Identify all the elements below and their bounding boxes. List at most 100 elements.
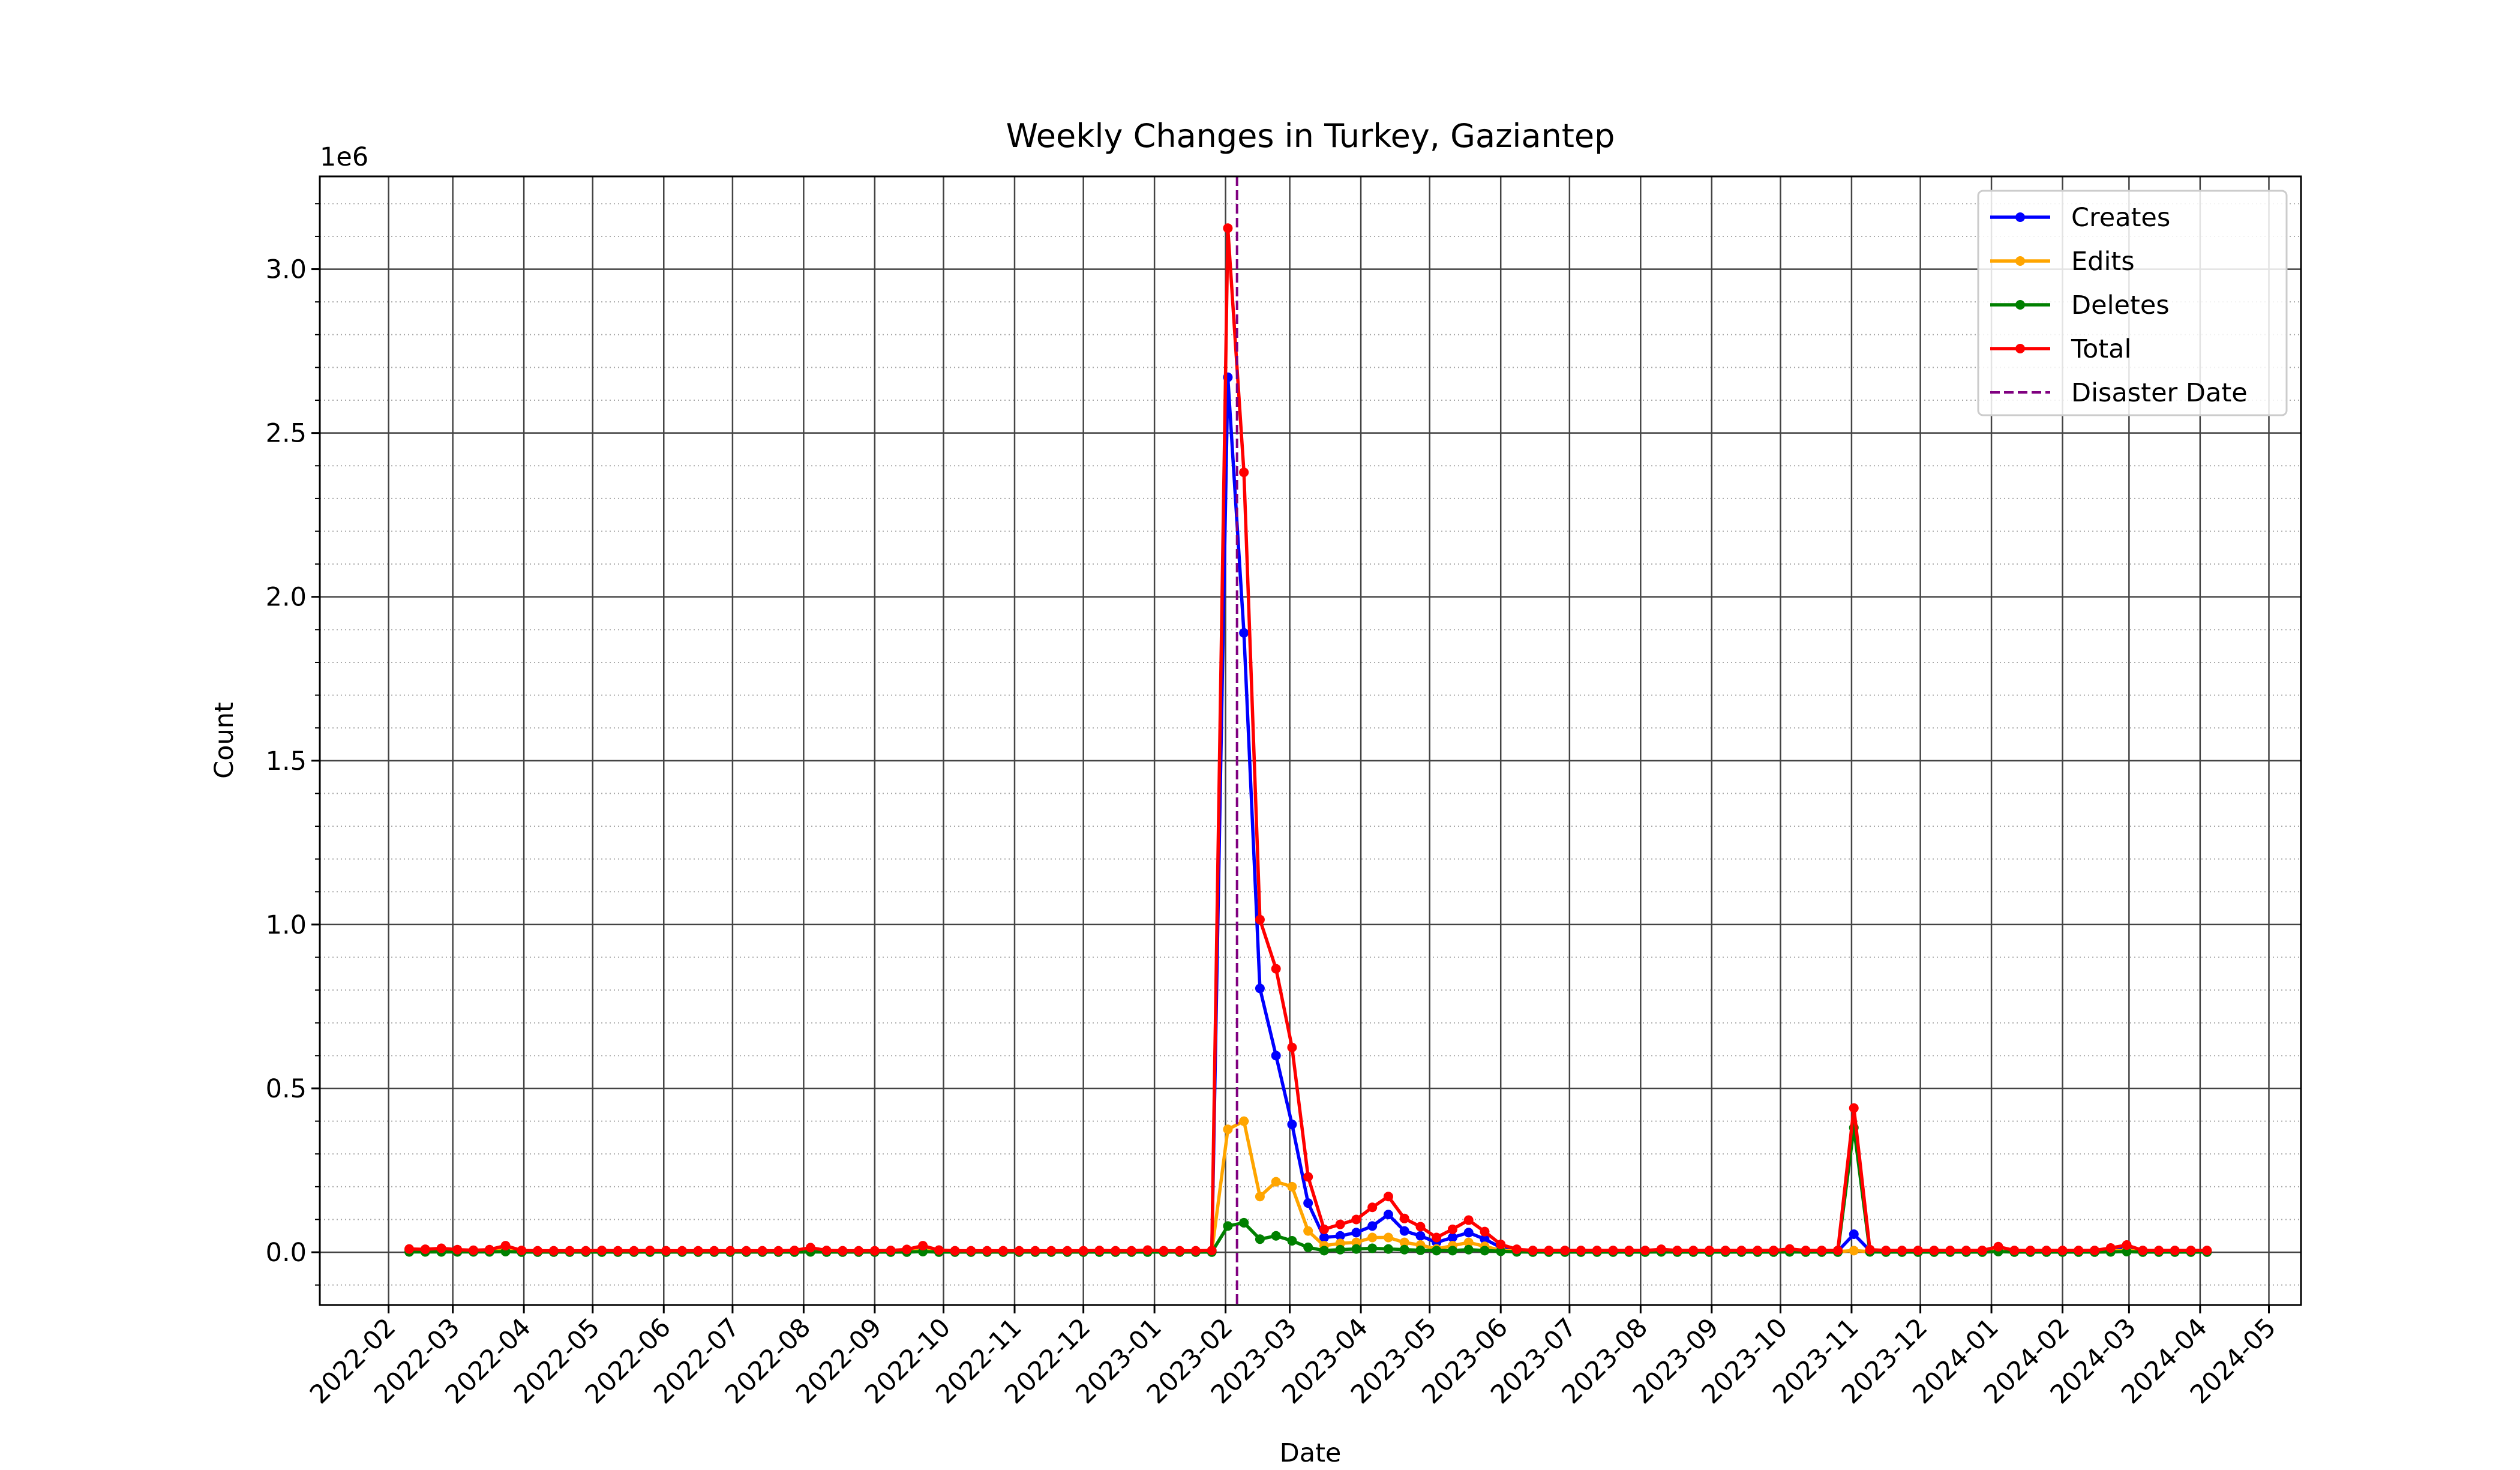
data-point: [998, 1246, 1008, 1256]
data-point: [1223, 1221, 1233, 1231]
data-point: [597, 1246, 607, 1256]
data-point: [1190, 1246, 1201, 1256]
data-point: [533, 1246, 543, 1256]
legend-marker: [2015, 300, 2025, 310]
y-tick-label: 1.5: [266, 746, 307, 776]
data-point: [1961, 1246, 1972, 1256]
data-point: [1094, 1246, 1105, 1256]
data-point: [661, 1246, 671, 1256]
data-point: [902, 1244, 912, 1255]
data-point: [1351, 1228, 1361, 1238]
data-point: [1399, 1244, 1409, 1255]
data-point: [1415, 1245, 1426, 1255]
data-point: [821, 1246, 832, 1256]
data-point: [918, 1241, 928, 1251]
data-point: [1111, 1246, 1121, 1256]
data-point: [2105, 1243, 2116, 1253]
data-point: [1511, 1244, 1522, 1255]
data-point: [1993, 1241, 2003, 1252]
data-point: [1255, 1192, 1265, 1202]
data-point: [934, 1245, 944, 1255]
data-point: [1399, 1237, 1409, 1247]
y-tick-label: 2.0: [266, 583, 307, 613]
data-point: [1367, 1202, 1378, 1213]
data-point: [886, 1246, 896, 1256]
data-point: [1865, 1244, 1875, 1255]
data-point: [1046, 1246, 1057, 1256]
data-point: [709, 1246, 719, 1256]
data-point: [1367, 1232, 1378, 1243]
data-point: [1367, 1243, 1378, 1253]
data-point: [1062, 1246, 1072, 1256]
legend-marker: [2015, 212, 2025, 222]
data-point: [1833, 1246, 1843, 1256]
data-point: [1319, 1232, 1329, 1243]
data-point: [1351, 1214, 1361, 1225]
data-point: [1768, 1246, 1778, 1256]
data-point: [613, 1246, 623, 1256]
legend-label: Total: [2071, 334, 2131, 364]
data-point: [1447, 1224, 1457, 1234]
data-point: [1432, 1232, 1442, 1243]
data-point: [1319, 1224, 1329, 1234]
data-point: [1945, 1246, 1955, 1256]
data-point: [1287, 1181, 1297, 1192]
legend-marker: [2015, 344, 2025, 353]
data-point: [1560, 1246, 1570, 1256]
plot-area: [404, 176, 2212, 1305]
data-point: [2074, 1246, 2084, 1256]
data-point: [1897, 1246, 1907, 1256]
data-point: [1528, 1246, 1538, 1256]
data-point: [1463, 1215, 1474, 1225]
data-point: [1881, 1246, 1891, 1256]
data-point: [1335, 1219, 1345, 1229]
data-point: [1753, 1246, 1763, 1256]
data-point: [1849, 1246, 1859, 1256]
data-point: [2138, 1246, 2148, 1256]
data-point: [805, 1243, 815, 1253]
data-point: [1335, 1231, 1345, 1241]
data-point: [1223, 1124, 1233, 1135]
data-point: [452, 1244, 463, 1255]
data-point: [1078, 1246, 1088, 1256]
data-point: [1287, 1042, 1297, 1052]
data-point: [1720, 1246, 1730, 1256]
data-point: [1255, 914, 1265, 925]
data-point: [2090, 1246, 2100, 1256]
data-point: [854, 1246, 864, 1256]
data-point: [1271, 964, 1281, 974]
data-point: [1496, 1239, 1506, 1249]
data-point: [2186, 1246, 2196, 1256]
data-point: [1817, 1246, 1827, 1256]
data-point: [741, 1246, 751, 1256]
y-tick-label: 1.0: [266, 910, 307, 940]
series-line: [409, 376, 2207, 1253]
data-point: [1383, 1210, 1393, 1220]
data-point: [1383, 1232, 1393, 1243]
data-point: [1929, 1246, 1939, 1256]
data-point: [1223, 223, 1233, 233]
data-point: [2009, 1246, 2020, 1256]
data-point: [548, 1246, 559, 1256]
y-tick-label: 0.0: [266, 1238, 307, 1268]
data-point: [790, 1246, 800, 1256]
data-point: [1463, 1228, 1474, 1238]
data-point: [1335, 1244, 1345, 1255]
data-point: [1592, 1246, 1602, 1256]
data-point: [1480, 1234, 1490, 1244]
data-point: [950, 1246, 960, 1256]
legend-label: Deletes: [2071, 290, 2170, 320]
data-point: [1030, 1246, 1040, 1256]
data-point: [838, 1246, 848, 1256]
data-point: [2154, 1246, 2164, 1256]
data-point: [436, 1243, 446, 1253]
legend-label: Edits: [2071, 247, 2135, 277]
y-tick-label: 0.5: [266, 1074, 307, 1104]
data-point: [1415, 1222, 1426, 1232]
data-point: [1239, 1116, 1249, 1126]
y-tick-label: 3.0: [266, 255, 307, 285]
data-point: [420, 1244, 430, 1255]
data-point: [677, 1246, 687, 1256]
data-point: [1239, 628, 1249, 638]
